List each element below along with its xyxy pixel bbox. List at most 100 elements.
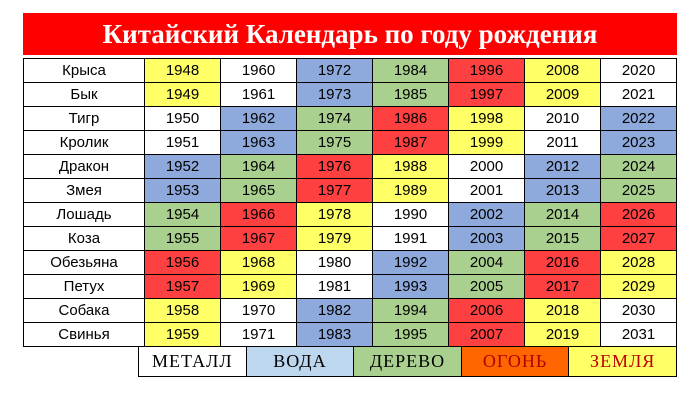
year-cell: 1988 — [372, 154, 449, 179]
legend-item: ЗЕМЛЯ — [568, 347, 676, 376]
year-cell: 1984 — [372, 58, 449, 83]
animal-label: Бык — [23, 82, 145, 107]
year-cell: 1955 — [144, 226, 221, 251]
page-title: Китайский Календарь по году рождения — [23, 13, 677, 55]
calendar-table: Крыса 1948 1960 1972 1984 1996 2008 2020 Бык 1949… — [23, 58, 677, 347]
year-cell: 2015 — [524, 226, 601, 251]
animal-label: Свинья — [23, 322, 145, 347]
table-row: Крыса 1948 1960 1972 1984 1996 2008 2020 — [23, 58, 677, 83]
year-cell: 1997 — [448, 82, 525, 107]
year-cell: 1958 — [144, 298, 221, 323]
year-cell: 1960 — [220, 58, 297, 83]
year-cell: 1959 — [144, 322, 221, 347]
table-row: Петух 1957 1969 1981 1993 2005 2017 2029 — [23, 274, 677, 299]
year-cell: 2021 — [600, 82, 677, 107]
year-cell: 1980 — [296, 250, 373, 275]
year-cell: 1992 — [372, 250, 449, 275]
legend-item: ОГОНЬ — [460, 347, 569, 376]
year-cell: 1982 — [296, 298, 373, 323]
year-cell: 1987 — [372, 130, 449, 155]
animal-label: Петух — [23, 274, 145, 299]
year-cell: 1981 — [296, 274, 373, 299]
year-cell: 2030 — [600, 298, 677, 323]
year-cell: 2003 — [448, 226, 525, 251]
year-cell: 1999 — [448, 130, 525, 155]
year-cell: 2002 — [448, 202, 525, 227]
year-cell: 1985 — [372, 82, 449, 107]
year-cell: 1953 — [144, 178, 221, 203]
year-cell: 1970 — [220, 298, 297, 323]
year-cell: 1966 — [220, 202, 297, 227]
year-cell: 1975 — [296, 130, 373, 155]
animal-label: Коза — [23, 226, 145, 251]
table-row: Коза 1955 1967 1979 1991 2003 2015 2027 — [23, 226, 677, 251]
legend-item: МЕТАЛЛ — [139, 347, 246, 376]
year-cell: 2009 — [524, 82, 601, 107]
year-cell: 1956 — [144, 250, 221, 275]
table-row: Лошадь 1954 1966 1978 1990 2002 2014 2026 — [23, 202, 677, 227]
year-cell: 1972 — [296, 58, 373, 83]
year-cell: 2011 — [524, 130, 601, 155]
year-cell: 1989 — [372, 178, 449, 203]
year-cell: 1996 — [448, 58, 525, 83]
year-cell: 1979 — [296, 226, 373, 251]
year-cell: 2000 — [448, 154, 525, 179]
element-legend: МЕТАЛЛ ВОДА ДЕРЕВО ОГОНЬ ЗЕМЛЯ — [138, 346, 677, 377]
table-row: Тигр 1950 1962 1974 1986 1998 2010 2022 — [23, 106, 677, 131]
year-cell: 2028 — [600, 250, 677, 275]
year-cell: 1949 — [144, 82, 221, 107]
year-cell: 1969 — [220, 274, 297, 299]
year-cell: 1951 — [144, 130, 221, 155]
year-cell: 1971 — [220, 322, 297, 347]
year-cell: 1968 — [220, 250, 297, 275]
year-cell: 2018 — [524, 298, 601, 323]
year-cell: 1990 — [372, 202, 449, 227]
year-cell: 2024 — [600, 154, 677, 179]
year-cell: 1976 — [296, 154, 373, 179]
year-cell: 2017 — [524, 274, 601, 299]
year-cell: 1954 — [144, 202, 221, 227]
year-cell: 1948 — [144, 58, 221, 83]
animal-label: Змея — [23, 178, 145, 203]
year-cell: 2012 — [524, 154, 601, 179]
animal-label: Тигр — [23, 106, 145, 131]
year-cell: 2006 — [448, 298, 525, 323]
table-row: Собака 1958 1970 1982 1994 2006 2018 2030 — [23, 298, 677, 323]
animal-label: Дракон — [23, 154, 145, 179]
year-cell: 1978 — [296, 202, 373, 227]
year-cell: 1957 — [144, 274, 221, 299]
year-cell: 1973 — [296, 82, 373, 107]
year-cell: 1993 — [372, 274, 449, 299]
animal-label: Кролик — [23, 130, 145, 155]
animal-label: Лошадь — [23, 202, 145, 227]
year-cell: 2031 — [600, 322, 677, 347]
year-cell: 1952 — [144, 154, 221, 179]
legend-item: ВОДА — [245, 347, 354, 376]
legend-item: ДЕРЕВО — [353, 347, 461, 376]
table-row: Бык 1949 1961 1973 1985 1997 2009 2021 — [23, 82, 677, 107]
year-cell: 1991 — [372, 226, 449, 251]
animal-label: Крыса — [23, 58, 145, 83]
year-cell: 2008 — [524, 58, 601, 83]
year-cell: 2007 — [448, 322, 525, 347]
year-cell: 2019 — [524, 322, 601, 347]
animal-label: Обезьяна — [23, 250, 145, 275]
year-cell: 1998 — [448, 106, 525, 131]
year-cell: 2004 — [448, 250, 525, 275]
year-cell: 2029 — [600, 274, 677, 299]
year-cell: 2027 — [600, 226, 677, 251]
year-cell: 2022 — [600, 106, 677, 131]
table-row: Змея 1953 1965 1977 1989 2001 2013 2025 — [23, 178, 677, 203]
year-cell: 1994 — [372, 298, 449, 323]
year-cell: 1983 — [296, 322, 373, 347]
table-row: Дракон 1952 1964 1976 1988 2000 2012 2024 — [23, 154, 677, 179]
year-cell: 2016 — [524, 250, 601, 275]
animal-label: Собака — [23, 298, 145, 323]
year-cell: 2020 — [600, 58, 677, 83]
year-cell: 1995 — [372, 322, 449, 347]
table-row: Свинья 1959 1971 1983 1995 2007 2019 2031 — [23, 322, 677, 347]
year-cell: 2010 — [524, 106, 601, 131]
year-cell: 1962 — [220, 106, 297, 131]
table-row: Обезьяна 1956 1968 1980 1992 2004 2016 2028 — [23, 250, 677, 275]
year-cell: 1961 — [220, 82, 297, 107]
